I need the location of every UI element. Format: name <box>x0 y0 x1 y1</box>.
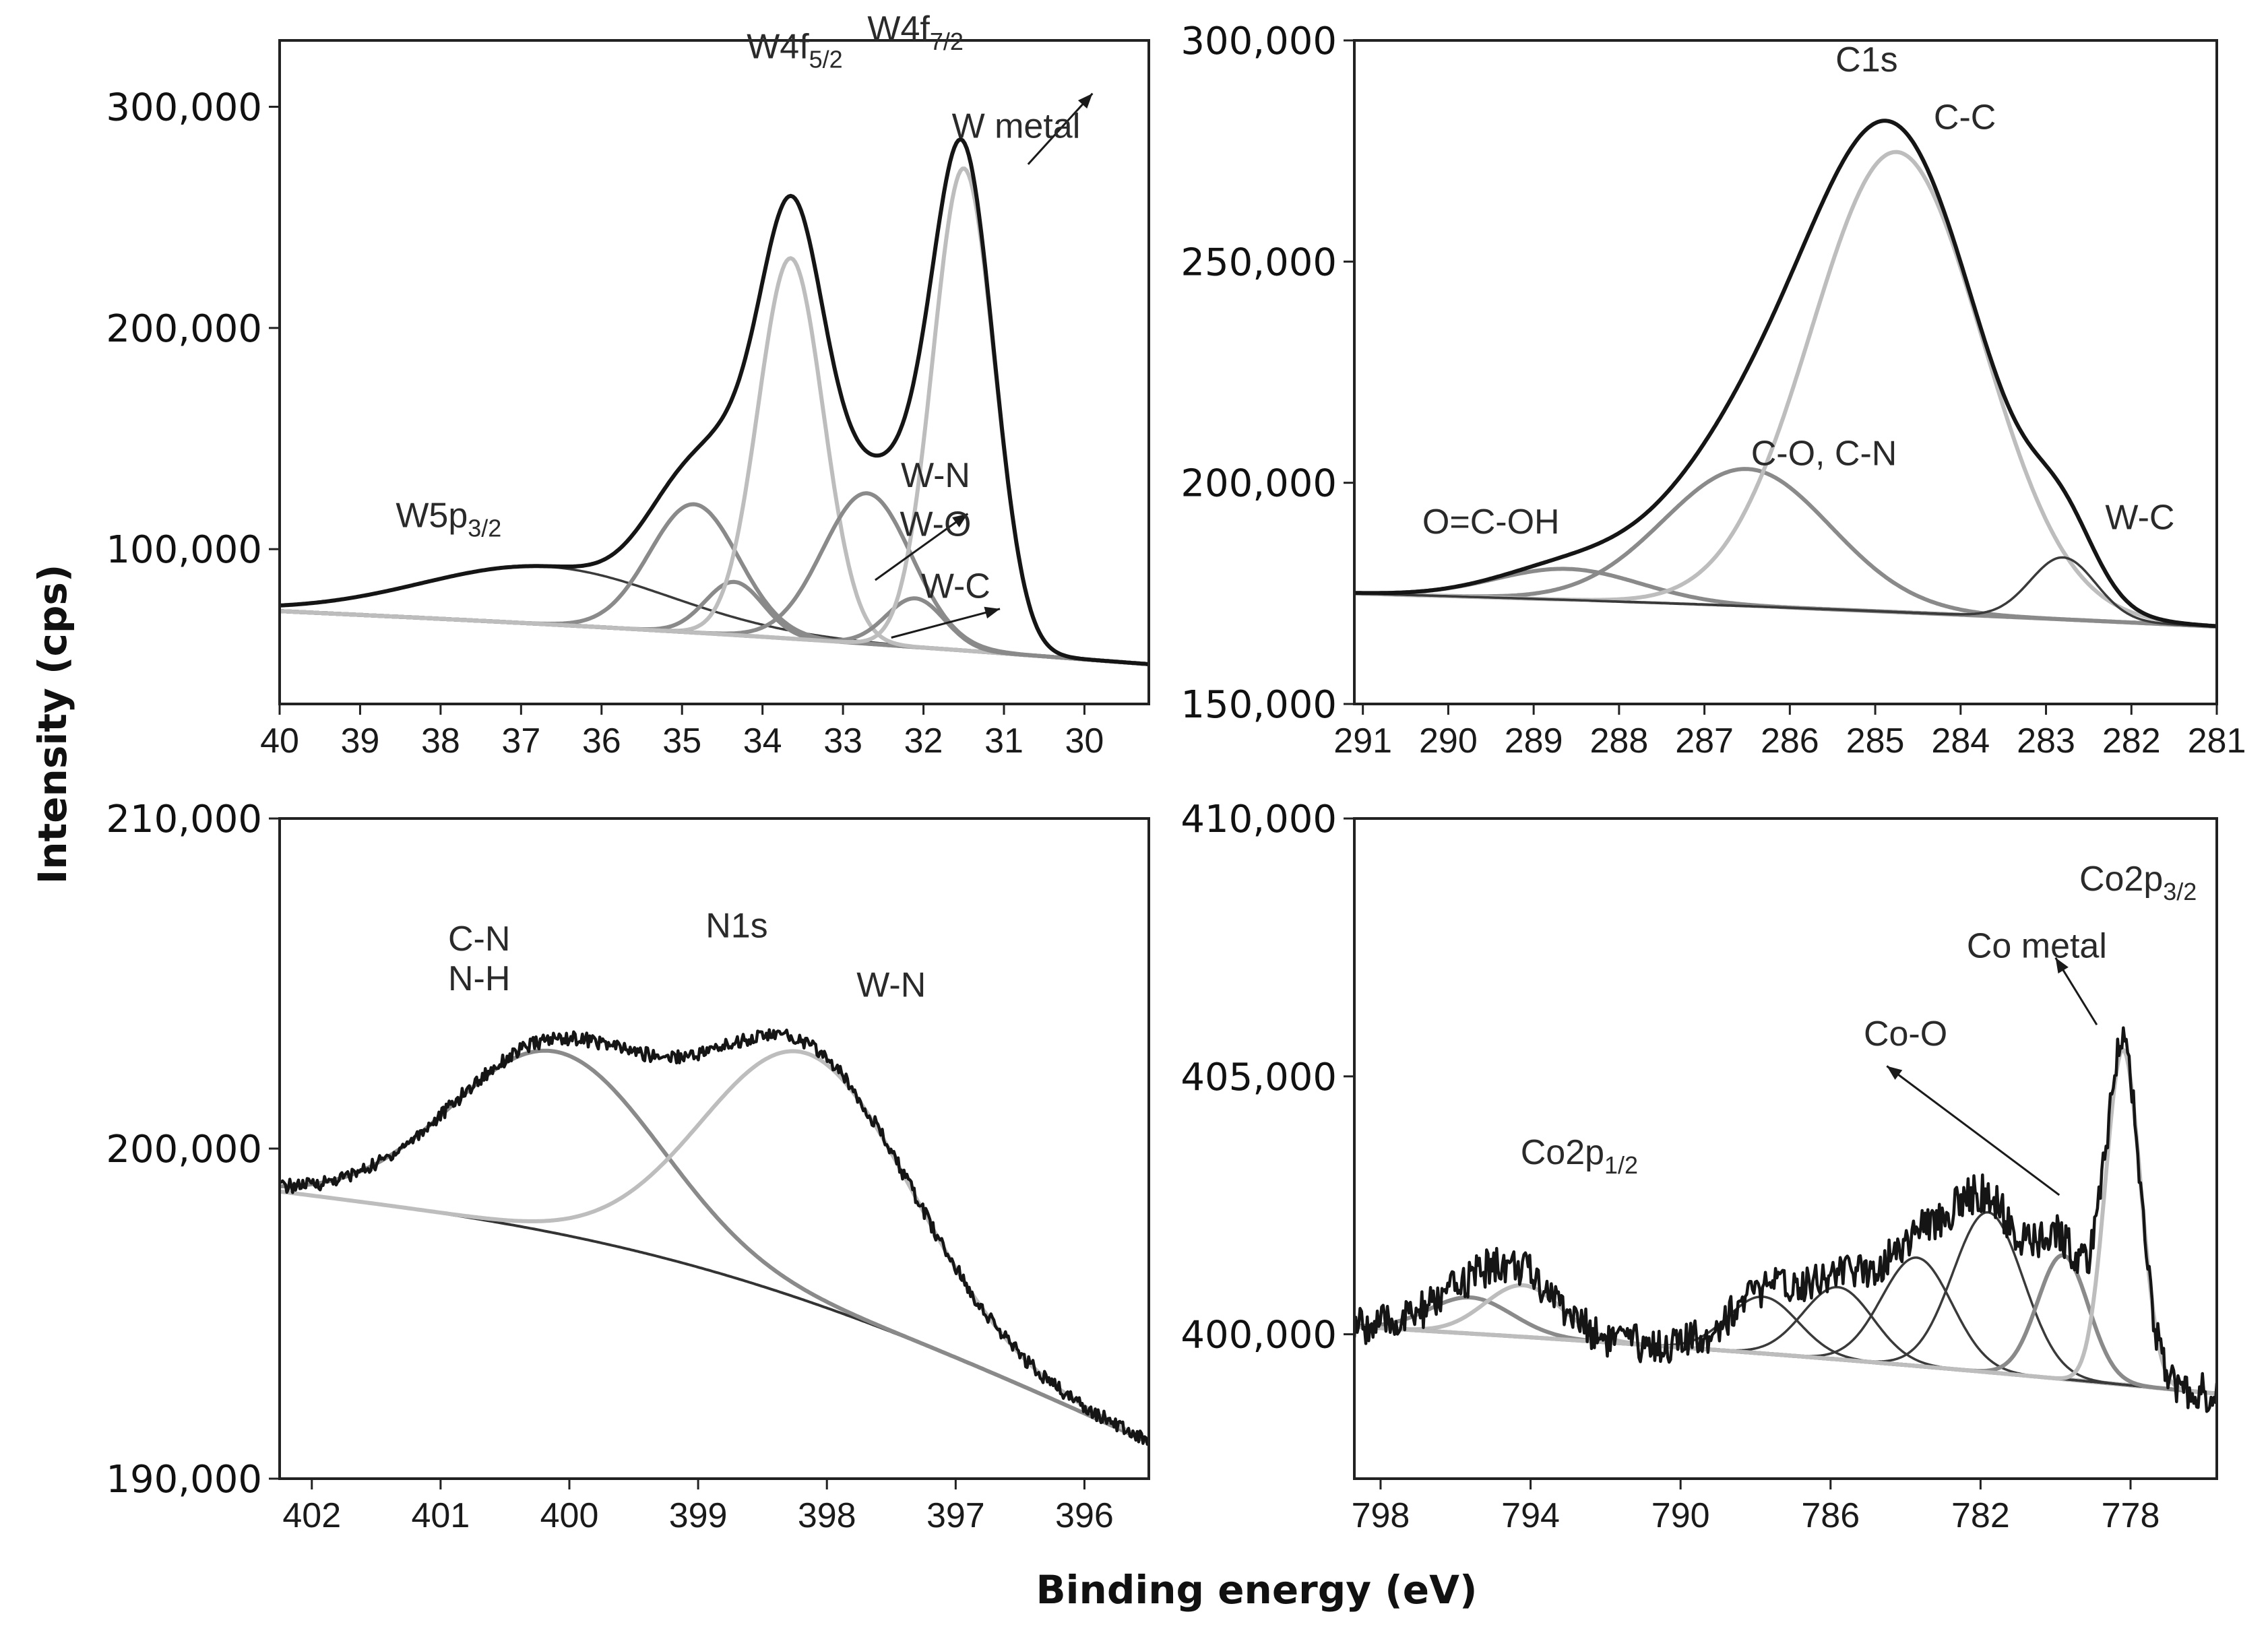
annotation-w-c: W-C <box>2105 499 2174 538</box>
annotation-o-c-oh: O=C-OH <box>1422 503 1560 542</box>
annotation-co2p-3-2: Co2p3/2 <box>2079 860 2197 905</box>
annotation-co-o: Co-O <box>1864 1015 1947 1054</box>
x-tick-label: 289 <box>1505 721 1563 761</box>
x-tick-label: 36 <box>582 721 621 761</box>
panel-w4f: 40 39 38 37 36 35 34 33 32 31 30 100,000 200,000 300,… <box>106 9 1150 761</box>
x-tick-label: 39 <box>341 721 380 761</box>
y-tick-label: 100,000 <box>106 528 262 572</box>
annotation-w5p-3-2: W5p3/2 <box>396 496 501 542</box>
annotation-arrowhead <box>952 513 968 527</box>
x-tick-label: 291 <box>1333 721 1392 761</box>
annotation-w-c: W-C <box>921 567 990 606</box>
x-tick-label: 34 <box>743 721 782 761</box>
x-tick-label: 398 <box>798 1496 856 1535</box>
x-tick-label: 281 <box>2188 721 2246 761</box>
x-tick-label: 32 <box>904 721 943 761</box>
x-tick-label: 287 <box>1675 721 1734 761</box>
plot-frame <box>278 39 1150 705</box>
panel-n1s: 402 401 400 399 398 397 396 190,000 200,000 210,0… <box>106 798 1150 1535</box>
annotation-w-n: W-N <box>901 456 970 495</box>
series-envelope <box>1354 1026 2217 1413</box>
y-tick-label: 200,000 <box>106 307 262 351</box>
plot-area <box>1354 119 2217 629</box>
annotation-w4f-7-2: W4f7/2 <box>867 9 964 55</box>
x-tick-label: 31 <box>984 721 1023 761</box>
x-tick-label: 38 <box>421 721 460 761</box>
annotation-w-metal: W metal <box>952 106 1081 146</box>
series-envelope <box>1354 119 2217 629</box>
x-tick-label: 35 <box>662 721 701 761</box>
x-tick-label: 401 <box>412 1496 470 1535</box>
y-tick-label: 300,000 <box>106 86 262 130</box>
annotation-c-o-c-n: C-O, C-N <box>1751 434 1897 473</box>
series-w-c <box>1354 556 2217 628</box>
x-tick-label: 33 <box>823 721 862 761</box>
plot-area <box>280 137 1149 666</box>
x-tick-label: 30 <box>1065 721 1104 761</box>
plot-area <box>280 1028 1149 1446</box>
x-tick-label: 285 <box>1846 721 1905 761</box>
annotation-c-n: C-N <box>448 920 510 959</box>
series-envelope <box>280 137 1149 666</box>
annotation-arrow <box>875 513 969 581</box>
y-tick-label: 410,000 <box>1180 798 1337 841</box>
y-axis-title: Intensity (cps) <box>30 565 75 885</box>
x-tick-label: 282 <box>2102 721 2161 761</box>
x-tick-label: 283 <box>2017 721 2075 761</box>
y-tick-label: 210,000 <box>106 798 262 841</box>
y-tick-label: 150,000 <box>1180 683 1337 727</box>
y-tick-label: 200,000 <box>106 1128 262 1171</box>
x-tick-label: 778 <box>2102 1496 2160 1535</box>
plot-area <box>1354 1026 2217 1413</box>
y-tick-label: 300,000 <box>1180 20 1337 63</box>
annotation-arrowhead <box>2055 957 2069 974</box>
x-tick-label: 790 <box>1651 1496 1710 1535</box>
annotation-n-h: N-H <box>448 959 510 998</box>
x-tick-label: 288 <box>1589 721 1648 761</box>
y-tick-label: 250,000 <box>1180 240 1337 284</box>
annotation-co-metal: Co metal <box>1967 927 2107 966</box>
x-tick-label: 399 <box>669 1496 728 1535</box>
x-tick-label: 37 <box>501 721 540 761</box>
x-tick-label: 794 <box>1501 1496 1560 1535</box>
annotation-c1s: C1s <box>1835 40 1897 79</box>
panel-co2p: 798 794 790 786 782 778 400,000 405,000 410,000 C… <box>1180 798 2218 1535</box>
x-tick-label: 798 <box>1352 1496 1410 1535</box>
y-tick-label: 190,000 <box>106 1458 262 1502</box>
series-co-metal <box>1354 1048 2217 1396</box>
y-tick-label: 400,000 <box>1180 1314 1337 1357</box>
annotation-arrowhead <box>1077 93 1093 109</box>
annotation-arrowhead <box>1887 1066 1903 1080</box>
series-envelope <box>280 1028 1149 1446</box>
annotation-w4f-5-2: W4f5/2 <box>747 27 843 73</box>
x-tick-label: 400 <box>540 1496 599 1535</box>
x-axis-title: Binding energy (eV) <box>1036 1567 1477 1613</box>
plot-frame <box>1353 817 2218 1480</box>
x-tick-label: 40 <box>260 721 299 761</box>
panels: 40 39 38 37 36 35 34 33 32 31 30 100,000 200,000 300,… <box>106 9 2246 1535</box>
x-tick-label: 290 <box>1419 721 1478 761</box>
annotation-w-o: W-O <box>900 505 972 544</box>
annotation-arrowhead <box>984 606 1001 619</box>
annotation-arrow <box>1886 1065 2060 1196</box>
annotation-arrow <box>1027 92 1094 165</box>
panel-c1s: 291 290 289 288 287 286 285 284 283 282 281 150,000… <box>1180 20 2246 761</box>
x-tick-label: 782 <box>1951 1496 2010 1535</box>
y-tick-label: 200,000 <box>1180 462 1337 506</box>
x-tick-label: 396 <box>1055 1496 1114 1535</box>
x-tick-label: 284 <box>1931 721 1990 761</box>
annotation-c-c: C-C <box>1934 98 1996 137</box>
x-tick-label: 786 <box>1801 1496 1860 1535</box>
y-tick-label: 405,000 <box>1180 1056 1337 1099</box>
annotation-arrow <box>891 608 1001 639</box>
annotation-co2p-1-2: Co2p1/2 <box>1521 1133 1638 1179</box>
x-tick-label: 286 <box>1761 721 1819 761</box>
annotation-w-n: W-N <box>856 966 926 1005</box>
annotation-n1s: N1s <box>705 906 767 945</box>
x-tick-label: 402 <box>282 1496 341 1535</box>
x-tick-label: 397 <box>926 1496 985 1535</box>
plot-frame <box>1353 39 2218 705</box>
